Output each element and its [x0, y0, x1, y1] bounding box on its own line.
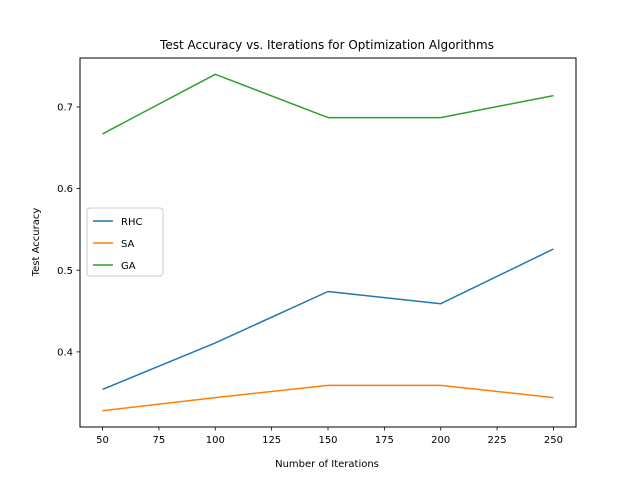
x-tick-label: 125 — [262, 435, 281, 446]
series-line-rhc — [102, 248, 554, 391]
plot-area — [102, 73, 554, 412]
y-axis-label: Test Accuracy — [31, 208, 42, 278]
series-line-ga — [102, 73, 554, 135]
x-tick-label: 225 — [488, 435, 507, 446]
x-tick-label: 250 — [544, 435, 563, 446]
x-tick-label: 175 — [375, 435, 394, 446]
y-tick-label: 0.6 — [57, 184, 73, 195]
y-axis: 0.4 0.5 0.6 0.7 — [57, 102, 80, 358]
x-tick-label: 150 — [318, 435, 337, 446]
plot-frame — [79, 57, 577, 428]
legend: RHC SA GA — [86, 207, 164, 277]
x-tick-label: 75 — [153, 435, 166, 446]
y-tick-label: 0.7 — [57, 102, 73, 113]
x-tick-label: 50 — [96, 435, 109, 446]
legend-box — [86, 207, 164, 277]
chart-title: Test Accuracy vs. Iterations for Optimiz… — [159, 38, 494, 52]
y-tick-label: 0.5 — [57, 266, 73, 277]
legend-label-sa: SA — [121, 239, 135, 250]
x-tick-label: 100 — [206, 435, 225, 446]
series-line-sa — [102, 384, 554, 412]
x-axis-label: Number of Iterations — [275, 459, 379, 470]
x-axis: 50 75 100 125 150 175 200 225 250 — [96, 427, 563, 446]
legend-label-ga: GA — [121, 261, 136, 272]
y-tick-label: 0.4 — [57, 347, 73, 358]
x-tick-label: 200 — [431, 435, 450, 446]
legend-label-rhc: RHC — [121, 217, 142, 228]
